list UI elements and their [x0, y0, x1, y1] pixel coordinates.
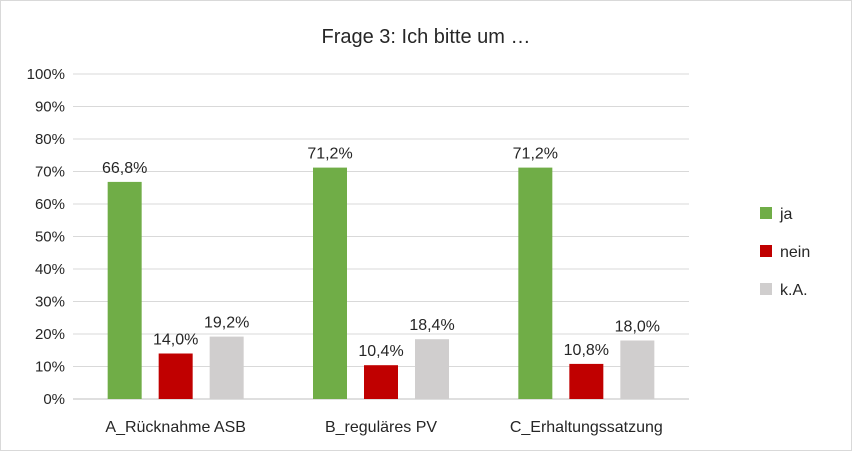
bar-nein-2 [364, 365, 398, 399]
bar-ja-1 [107, 181, 142, 399]
data-label: 18,0% [615, 319, 660, 336]
x-category-label: A_Rücknahme ASB [105, 419, 246, 436]
data-label: 14,0% [153, 332, 198, 349]
y-tick-label: 20% [35, 326, 65, 343]
legend-swatch-nein [760, 245, 772, 257]
bar-ja-2 [313, 167, 347, 399]
data-label: 71,2% [513, 146, 558, 163]
legend-swatch-ja [760, 207, 772, 219]
bar-nein-1 [158, 353, 193, 399]
bar-nein-3 [569, 363, 604, 399]
chart-title: Frage 3: Ich bitte um … [322, 26, 531, 48]
data-label: 19,2% [204, 315, 249, 332]
x-axis-categories: A_Rücknahme ASB B_reguläres PV C_Erhaltung… [105, 419, 662, 436]
bar-k.A.-2 [415, 339, 449, 399]
data-label: 10,4% [358, 343, 403, 360]
y-tick-label: 30% [35, 294, 65, 311]
y-tick-label: 90% [35, 99, 65, 116]
data-label: 71,2% [307, 146, 352, 163]
legend-label: k.A. [780, 282, 808, 299]
y-axis-ticks: 0% 10% 20% 30% 40% 50% 60% 70% 80% 90% 100% [27, 66, 65, 408]
y-tick-label: 70% [35, 164, 65, 181]
legend-swatch-k.A. [760, 283, 772, 295]
x-category-label: B_reguläres PV [325, 419, 437, 436]
y-tick-label: 40% [35, 261, 65, 278]
bars [107, 167, 655, 399]
bar-k.A.-3 [620, 340, 655, 399]
data-label: 10,8% [564, 342, 609, 359]
legend-label: ja [779, 206, 793, 223]
y-tick-label: 80% [35, 131, 65, 148]
y-tick-label: 0% [43, 391, 65, 408]
y-tick-label: 50% [35, 229, 65, 246]
bar-ja-3 [518, 167, 553, 399]
bar-k.A.-1 [209, 336, 244, 399]
x-category-label: C_Erhaltungssatzung [510, 419, 663, 436]
data-label: 66,8% [102, 160, 147, 177]
data-labels: 66,8% 14,0% 19,2% 71,2% 10,4% 18,4% 71,2% 10,8%… [102, 146, 660, 361]
legend-label: nein [780, 244, 810, 261]
y-tick-label: 100% [27, 66, 65, 83]
legend: ja nein k.A. [760, 206, 810, 299]
data-label: 18,4% [409, 317, 454, 334]
y-tick-label: 10% [35, 359, 65, 376]
y-tick-label: 60% [35, 196, 65, 213]
